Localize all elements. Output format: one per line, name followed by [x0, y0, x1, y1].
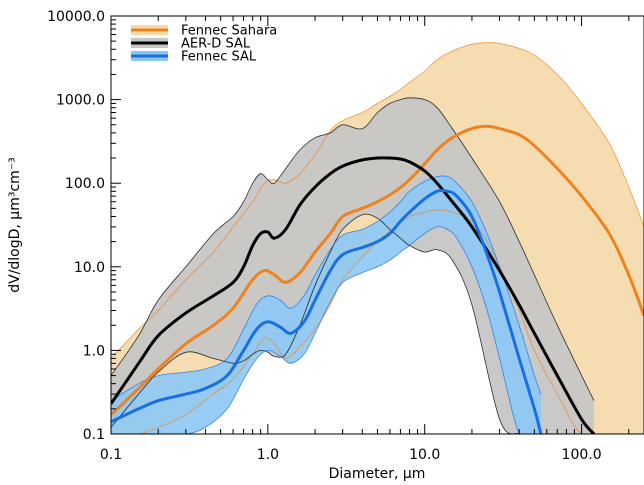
band-1: [111, 97, 594, 434]
y-tick-label: 10.0: [74, 260, 105, 276]
x-tick-label: 100.0: [562, 447, 602, 463]
band-lower-2: [111, 226, 541, 434]
x-axis-label: Diameter, μm: [329, 466, 426, 482]
x-tick-label: 0.1: [100, 447, 122, 463]
y-tick-label: 1000.0: [56, 93, 105, 109]
band-lower-1: [111, 213, 594, 434]
band-upper-2: [111, 175, 542, 402]
series-line-0: [111, 124, 644, 416]
legend-label: Fennec Sahara: [181, 24, 277, 39]
axis-tick-labels: 0.1 1.0 10.0 100.0 0.1 1.0 10.0 100.0 1000.0 1000…: [47, 9, 602, 463]
legend-label: Fennec SAL: [181, 50, 257, 65]
y-tick-label: 0.1: [83, 427, 105, 443]
y-tick-label: 100.0: [65, 176, 105, 192]
series-line-1: [111, 156, 596, 434]
y-tick-label: 1.0: [83, 343, 105, 359]
legend-label: AER-D SAL: [181, 37, 251, 52]
uncertainty-bands: [111, 42, 644, 434]
x-tick-label: 1.0: [257, 447, 279, 463]
band-upper-0: [111, 42, 644, 359]
y-tick-label: 10000.0: [47, 9, 105, 25]
axis-ticks: [110, 15, 630, 435]
y-axis-label: dV/dlogD, μm³cm⁻³: [7, 157, 23, 293]
band-2: [111, 175, 541, 434]
series-lines: [111, 124, 644, 434]
series-line-2: [111, 189, 543, 434]
x-tick-label: 10.0: [409, 447, 440, 463]
band-upper-1: [111, 97, 595, 401]
